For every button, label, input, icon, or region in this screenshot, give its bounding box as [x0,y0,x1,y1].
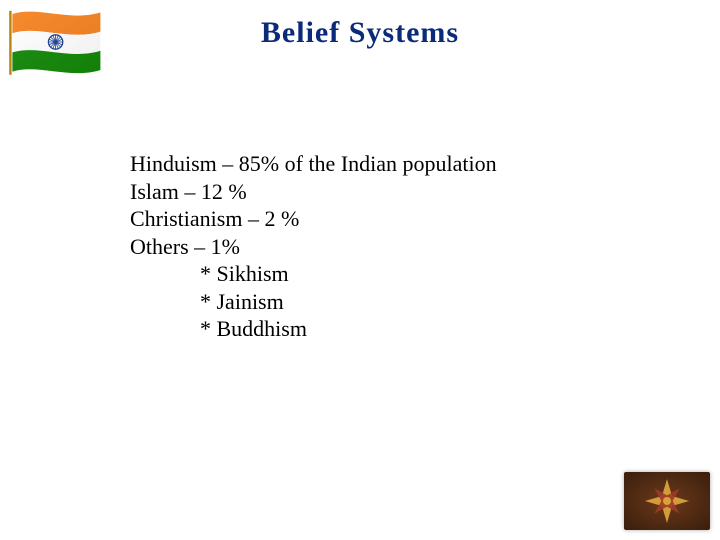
line-others: Others – 1% [130,233,497,261]
line-hinduism: Hinduism – 85% of the Indian population [130,150,497,178]
subline-jainism: * Jainism [130,288,497,316]
subline-buddhism: * Buddhism [130,315,497,343]
body-text: Hinduism – 85% of the Indian population … [130,150,497,343]
line-christianism: Christianism – 2 % [130,205,497,233]
rangoli-thumbnail-icon [624,472,710,530]
subline-sikhism: * Sikhism [130,260,497,288]
page-title: Belief Systems [0,16,720,50]
slide: Belief Systems Hinduism – 85% of the Ind… [0,0,720,540]
line-islam: Islam – 12 % [130,178,497,206]
